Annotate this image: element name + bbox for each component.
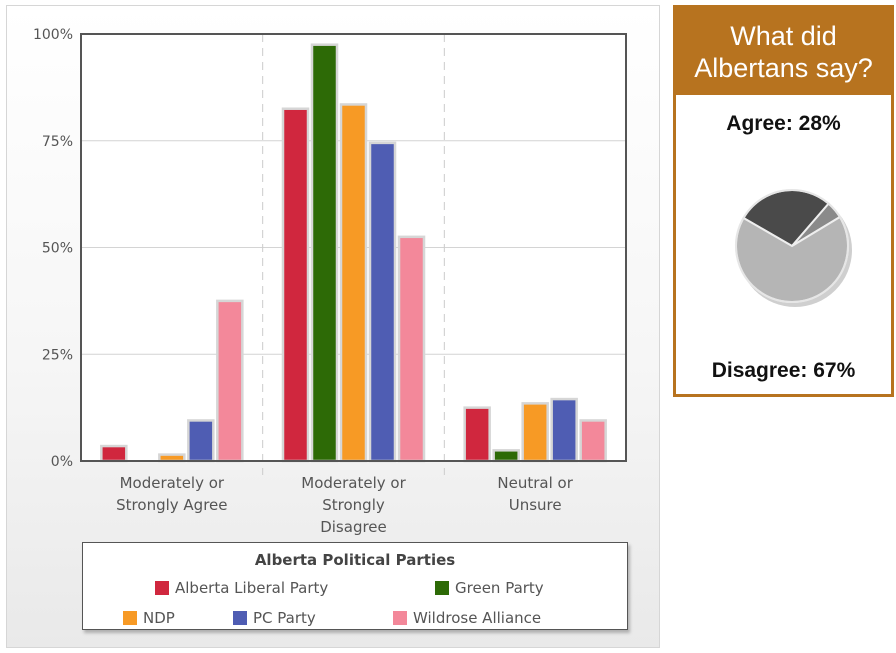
bar	[339, 103, 368, 463]
legend-swatch	[155, 581, 169, 595]
legend-swatch	[123, 611, 137, 625]
legend-label: Alberta Liberal Party	[175, 579, 329, 597]
pie-border	[735, 189, 849, 303]
bar-chart: 0% 25% 50% 75% 100% Moderately or Strongly Agr…	[33, 27, 627, 536]
summary-title-line: Albertans say?	[694, 53, 873, 83]
bar	[310, 43, 339, 463]
y-tick-label: 100%	[33, 27, 73, 43]
chart-panel: 0% 25% 50% 75% 100% Moderately or Strongly Agr…	[6, 5, 660, 648]
legend-item-ndp[interactable]: NDP	[123, 609, 175, 627]
legend-item-alberta-liberal-party[interactable]: Alberta Liberal Party	[155, 579, 328, 597]
legend: Alberta Political Parties Alberta Libera…	[82, 542, 628, 630]
legend-title: Alberta Political Parties	[254, 551, 456, 569]
x-category-label: Neutral or Unsure	[497, 474, 573, 514]
legend-label: Green Party	[455, 579, 544, 597]
x-category-label: Moderately or Strongly Agree	[116, 474, 227, 514]
bar	[216, 299, 244, 463]
summary-title: What did Albertans say?	[676, 8, 891, 95]
plot-border	[80, 33, 627, 462]
legend-item-green-party[interactable]: Green Party	[435, 579, 544, 597]
bar	[281, 107, 310, 463]
bar	[521, 402, 549, 463]
legend-item-wildrose-alliance[interactable]: Wildrose Alliance	[393, 609, 541, 627]
bar	[492, 449, 520, 463]
summary-title-line: What did	[730, 21, 837, 51]
bar	[100, 444, 128, 463]
summary-panel: What did Albertans say? Agree: 28% Disag…	[673, 5, 894, 397]
y-tick-label: 50%	[42, 241, 73, 257]
legend-swatch	[435, 581, 449, 595]
y-tick-label: 0%	[51, 454, 73, 470]
bar	[368, 141, 397, 463]
bar	[579, 419, 607, 463]
legend-item-pc-party[interactable]: PC Party	[233, 609, 316, 627]
bar	[187, 419, 215, 463]
legend-label: Wildrose Alliance	[413, 609, 542, 627]
y-tick-label: 25%	[42, 347, 73, 363]
agree-percentage: Agree: 28%	[726, 112, 841, 135]
bar	[463, 406, 491, 463]
legend-swatch	[393, 611, 407, 625]
legend-swatch	[233, 611, 247, 625]
bar	[550, 397, 578, 463]
legend-label: NDP	[143, 609, 175, 627]
pie-chart	[735, 189, 852, 307]
legend-label: PC Party	[253, 609, 316, 627]
x-category-label: Moderately or Strongly Disagree	[301, 474, 406, 536]
disagree-percentage: Disagree: 67%	[711, 359, 856, 382]
y-tick-label: 75%	[42, 134, 73, 150]
bar	[397, 235, 426, 463]
